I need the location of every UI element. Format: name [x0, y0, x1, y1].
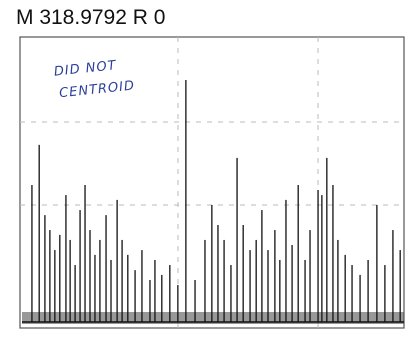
annotation-line: DID NOT [53, 58, 117, 79]
plot-frame [19, 36, 405, 329]
chart-title: M 318.9792 R 0 [16, 6, 165, 29]
